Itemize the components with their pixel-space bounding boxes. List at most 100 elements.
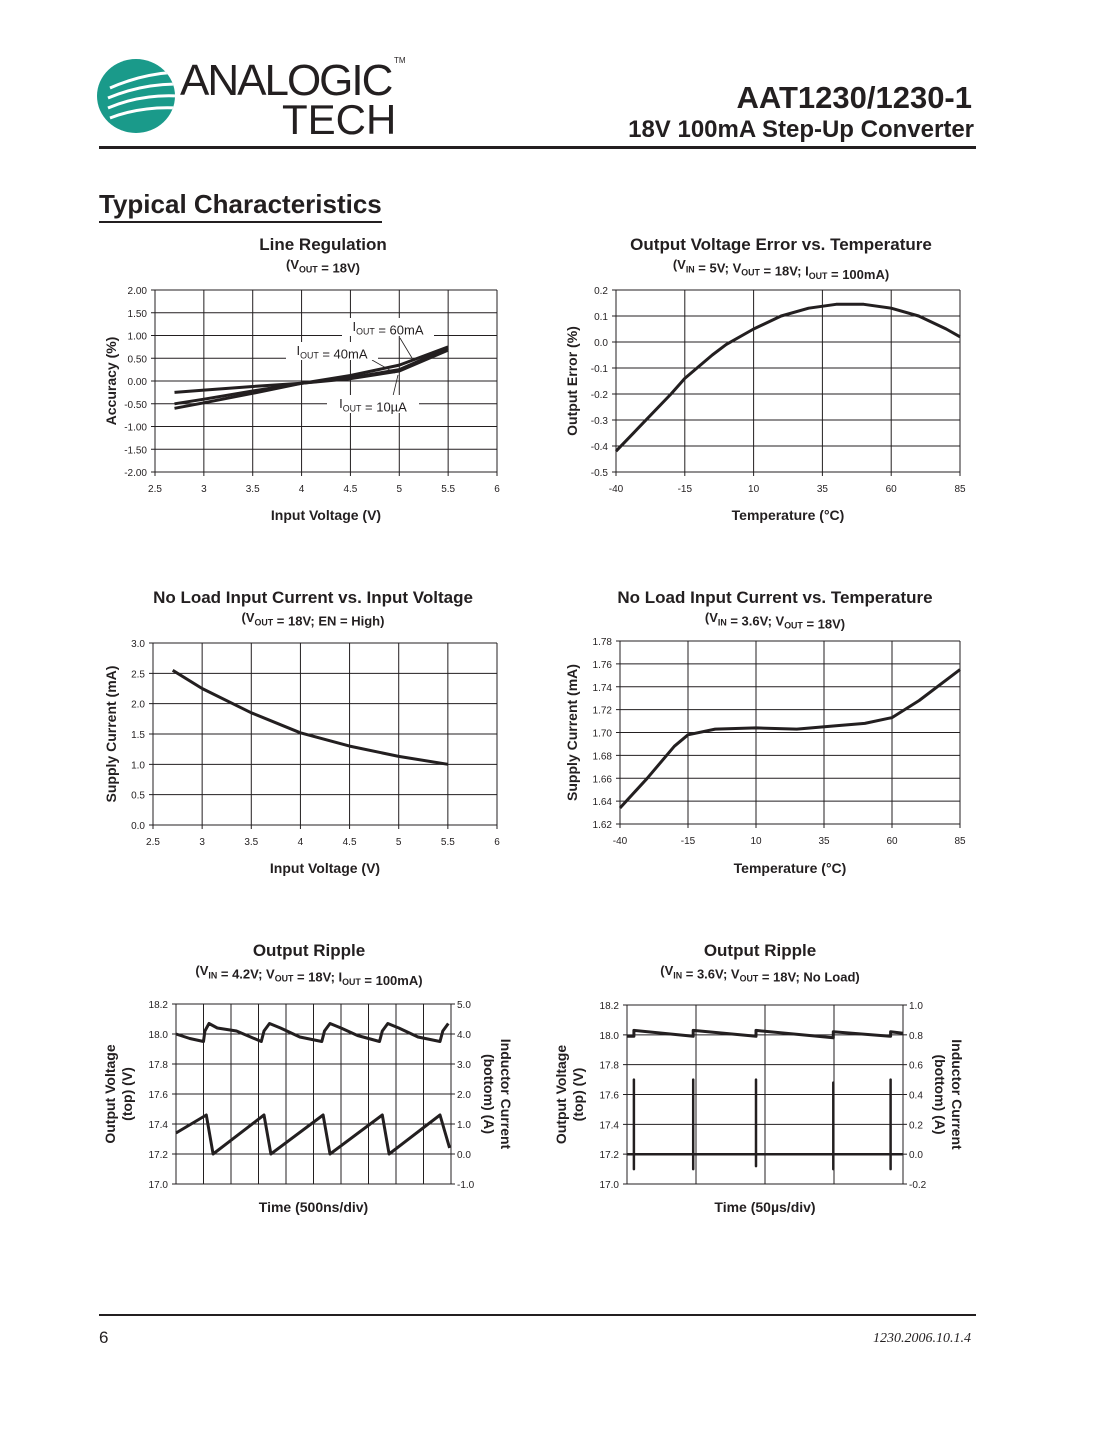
x-tick-label: 5.5 <box>441 484 455 495</box>
x-axis-label: Time (500ns/div) <box>259 1199 368 1215</box>
y-tick-label: 2.5 <box>131 669 145 680</box>
y2-tick-label: 0.4 <box>909 1091 923 1102</box>
y2-tick-label: 0.0 <box>909 1150 923 1161</box>
annotation-background <box>286 342 378 360</box>
y2-tick-label: 0.0 <box>457 1150 471 1161</box>
y-tick-label: 0.0 <box>131 821 145 832</box>
x-tick-label: 85 <box>954 484 966 495</box>
y-axis-label: (top) (V) <box>570 1068 586 1122</box>
x-tick-label: 6 <box>494 837 500 848</box>
y-tick-label: -0.1 <box>591 364 609 375</box>
y-tick-label: 17.8 <box>600 1061 620 1072</box>
logo-text-tech: TECH <box>282 96 397 143</box>
chart-1: Line Regulation (VOUT = 18V) 2.5 3 3.5 4 4.5 5 5… <box>103 235 500 523</box>
annotation-label: IOUT = 60mA <box>352 319 423 337</box>
y-tick-label: 18.0 <box>149 1030 169 1041</box>
chart-subtitle: (VOUT = 18V) <box>286 257 360 275</box>
annotation-leader <box>399 337 413 359</box>
y-tick-label: 1.74 <box>593 683 613 694</box>
chart-title: Output Ripple <box>253 941 365 960</box>
x-tick-label: 4 <box>298 837 304 848</box>
y2-tick-label: 1.0 <box>909 1001 923 1012</box>
y-tick-label: 3.0 <box>131 639 145 650</box>
y-tick-label: 0.1 <box>594 312 608 323</box>
chart-title: Line Regulation <box>259 235 387 254</box>
series-line-1 <box>171 669 449 766</box>
chart-title: Output Ripple <box>704 941 816 960</box>
y-tick-label: 0.0 <box>594 338 608 349</box>
x-tick-label: 35 <box>818 836 830 847</box>
y2-tick-label: 3.0 <box>457 1060 471 1071</box>
annotation-label: IOUT = 10µA <box>339 396 407 414</box>
y-tick-label: 0.2 <box>594 286 608 297</box>
y-tick-label: 1.50 <box>128 309 148 320</box>
x-axis-label: Temperature (°C) <box>732 507 845 523</box>
document-title: AAT1230/1230-1 <box>736 80 972 115</box>
x-tick-label: 60 <box>886 836 898 847</box>
x-axis-label: Time (50µs/div) <box>714 1199 815 1215</box>
y-tick-label: 1.00 <box>128 332 148 343</box>
y-tick-label: 17.2 <box>600 1150 620 1161</box>
chart-subtitle: (VIN = 5V; VOUT = 18V; IOUT = 100mA) <box>673 257 889 282</box>
y2-tick-label: 0.8 <box>909 1031 923 1042</box>
y-axis-label: Output Voltage <box>553 1045 569 1144</box>
y-tick-label: 17.8 <box>149 1060 169 1071</box>
x-tick-label: 85 <box>954 836 966 847</box>
document-code: 1230.2006.10.1.4 <box>873 1331 971 1346</box>
y-tick-label: 2.00 <box>128 286 148 297</box>
section-title: Typical Characteristics <box>99 189 382 223</box>
x-axis-label: Temperature (°C) <box>734 860 847 876</box>
logo-trademark: TM <box>394 56 406 65</box>
x-tick-label: 3 <box>201 484 207 495</box>
series-line-1 <box>627 1028 904 1040</box>
y-tick-label: 18.2 <box>600 1001 620 1012</box>
x-tick-label: 4.5 <box>343 837 357 848</box>
chart-2: Output Voltage Error vs. Temperature (VIN… <box>564 235 966 523</box>
chart-5: Output Ripple (VIN = 4.2V; VOUT = 18V; IO… <box>102 941 514 1215</box>
y2-axis-label: (bottom) (A) <box>932 1054 948 1134</box>
y2-tick-label: 1.0 <box>457 1120 471 1131</box>
header-divider <box>99 146 976 149</box>
series-line-1 <box>618 668 961 810</box>
y-tick-label: 17.6 <box>149 1090 169 1101</box>
chart-subtitle: (VIN = 3.6V; VOUT = 18V) <box>705 610 845 632</box>
chart-3: No Load Input Current vs. Input Voltage (… <box>103 588 500 876</box>
x-tick-label: 3 <box>199 837 205 848</box>
series-line-1 <box>614 302 961 453</box>
x-tick-label: -15 <box>678 484 693 495</box>
y2-tick-label: 2.0 <box>457 1090 471 1101</box>
x-tick-label: -15 <box>681 836 696 847</box>
chart-title: Output Voltage Error vs. Temperature <box>630 235 932 254</box>
y-tick-label: 17.4 <box>149 1120 169 1131</box>
footer-divider <box>99 1314 976 1316</box>
series-line-3 <box>174 348 449 410</box>
y-axis-label: Output Error (%) <box>564 326 580 436</box>
y2-tick-label: 0.2 <box>909 1120 923 1131</box>
y-tick-label: 1.68 <box>593 751 613 762</box>
y-tick-label: 1.76 <box>593 660 613 671</box>
y-tick-label: -0.5 <box>591 468 609 479</box>
y-tick-label: -2.00 <box>124 468 147 479</box>
y-axis-label: Supply Current (mA) <box>564 664 580 801</box>
chart-subtitle: (VIN = 3.6V; VOUT = 18V; No Load) <box>660 963 859 985</box>
y-tick-label: 17.0 <box>149 1180 169 1191</box>
y-tick-label: 1.70 <box>593 729 613 740</box>
y-tick-label: 17.6 <box>600 1091 620 1102</box>
document-subtitle: 18V 100mA Step-Up Converter <box>628 116 974 143</box>
y2-axis-label: (bottom) (A) <box>481 1054 497 1134</box>
annotation-leader <box>371 359 396 374</box>
y-tick-label: 1.66 <box>593 774 613 785</box>
y-tick-label: 17.4 <box>600 1120 620 1131</box>
y-tick-label: 0.5 <box>131 791 145 802</box>
y-tick-label: 1.64 <box>593 797 613 808</box>
y2-tick-label: -1.0 <box>457 1180 475 1191</box>
x-tick-label: 5 <box>397 484 403 495</box>
x-tick-label: -40 <box>613 836 628 847</box>
y-tick-label: 0.50 <box>128 354 148 365</box>
y-tick-label: -1.00 <box>124 423 147 434</box>
y-tick-label: 1.5 <box>131 730 145 741</box>
y-axis-label: Supply Current (mA) <box>103 666 119 803</box>
y-axis-label: (top) (V) <box>119 1067 135 1121</box>
y2-tick-label: 5.0 <box>457 1000 471 1011</box>
x-tick-label: 35 <box>817 484 829 495</box>
